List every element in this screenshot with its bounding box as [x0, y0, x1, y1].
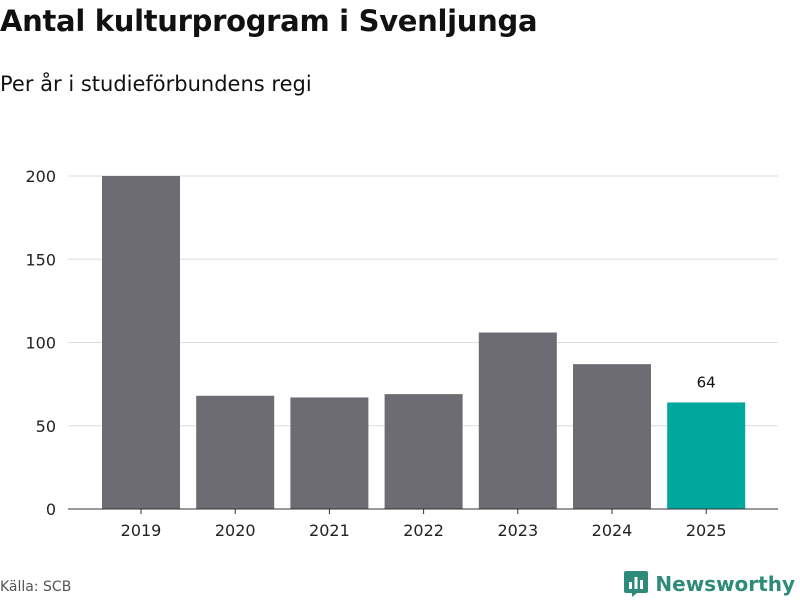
- y-axis-ticks: 0 50 100 150 200: [25, 167, 56, 519]
- data-label: 64: [697, 373, 716, 391]
- brand-logo: Newsworthy: [623, 569, 795, 599]
- x-tick-label: 2025: [686, 521, 727, 540]
- x-tick-label: 2024: [592, 521, 633, 540]
- y-tick-label: 0: [46, 500, 56, 519]
- bar: [290, 397, 369, 509]
- y-tick-label: 50: [36, 417, 56, 436]
- bar: [102, 176, 180, 509]
- y-tick-label: 200: [25, 167, 56, 186]
- source-note: Källa: SCB: [0, 579, 72, 595]
- x-axis-ticks: 2019 2020 2021 2022 2023 2024 2025: [121, 509, 727, 540]
- bar: [667, 402, 746, 509]
- bar: [384, 394, 463, 509]
- x-tick-label: 2020: [215, 521, 256, 540]
- y-tick-label: 100: [25, 334, 56, 353]
- bars: [102, 176, 746, 509]
- bar: [196, 395, 275, 509]
- y-tick-label: 150: [25, 250, 56, 269]
- x-tick-label: 2023: [497, 521, 538, 540]
- brand-name: Newsworthy: [655, 572, 795, 596]
- x-tick-label: 2022: [403, 521, 444, 540]
- chart-subtitle: Per år i studieförbundens regi: [0, 72, 312, 96]
- bar: [478, 332, 557, 509]
- newsworthy-logo-icon: [624, 571, 649, 597]
- x-tick-label: 2021: [309, 521, 350, 540]
- bar: [573, 364, 651, 509]
- data-labels: 64: [697, 373, 716, 391]
- chart-title: Antal kulturprogram i Svenljunga: [0, 4, 538, 38]
- x-tick-label: 2019: [121, 521, 162, 540]
